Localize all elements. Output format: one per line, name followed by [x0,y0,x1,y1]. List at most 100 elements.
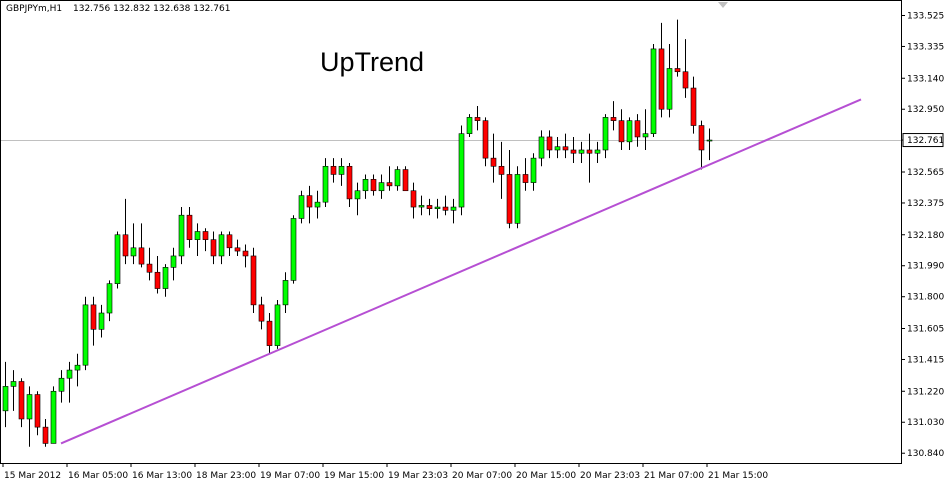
candle-body[interactable] [530,157,537,183]
candle-body[interactable] [26,394,33,420]
candle-body[interactable] [394,169,401,187]
candle-body[interactable] [226,234,233,249]
candle-body[interactable] [354,190,361,200]
candle-body[interactable] [474,117,481,121]
candle-body[interactable] [194,231,201,240]
candle-body[interactable] [402,169,409,192]
candle-body[interactable] [42,426,49,444]
candle-body[interactable] [298,195,305,219]
candle-body[interactable] [706,139,713,142]
candle-body[interactable] [442,206,449,211]
candle-body[interactable] [138,247,145,265]
candle-body[interactable] [658,48,665,110]
candle-body[interactable] [130,247,137,257]
y-tick-label: 132.950 [907,105,944,115]
y-tick-label: 131.030 [907,418,944,428]
candle-body[interactable] [450,206,457,211]
candle-body[interactable] [34,394,41,428]
x-tick-label: 16 Mar 13:00 [132,471,192,481]
scroll-marker-icon[interactable] [718,2,728,8]
uptrend-annotation: UpTrend [320,47,424,77]
candle-body[interactable] [490,157,497,167]
candle-body[interactable] [674,68,681,73]
candle-body[interactable] [266,320,273,346]
candle-body[interactable] [242,250,249,257]
candle-body[interactable] [666,68,673,110]
candle-body[interactable] [682,71,689,89]
candle-body[interactable] [114,234,121,284]
candle-body[interactable] [2,386,9,412]
candle-body[interactable] [258,304,265,322]
candle-body[interactable] [618,120,625,143]
candle-body[interactable] [98,312,105,330]
candle-body[interactable] [642,133,649,138]
candle-body[interactable] [514,174,521,224]
candle-body[interactable] [146,263,153,273]
plot-area[interactable] [0,0,902,464]
candle-body[interactable] [570,149,577,154]
candle-body[interactable] [290,218,297,281]
candle-body[interactable] [18,381,25,420]
candle-body[interactable] [418,205,425,208]
candle-body[interactable] [210,239,217,257]
candle-body[interactable] [458,133,465,208]
candle-body[interactable] [690,87,697,126]
candle-body[interactable] [546,136,553,151]
candle-body[interactable] [498,165,505,175]
candle-body[interactable] [74,364,81,371]
candle-body[interactable] [626,120,633,143]
candle-body[interactable] [578,149,585,154]
candle-body[interactable] [434,206,441,209]
candle-body[interactable] [90,304,97,330]
candle-body[interactable] [466,117,473,134]
candle-body[interactable] [274,304,281,346]
candle-body[interactable] [602,117,609,151]
candle-body[interactable] [554,146,561,151]
candle-body[interactable] [186,214,193,240]
candle-body[interactable] [650,48,657,134]
candle-body[interactable] [82,304,89,366]
candle-body[interactable] [522,174,529,183]
candle-body[interactable] [218,234,225,257]
candle-body[interactable] [122,234,129,257]
candle-body[interactable] [634,120,641,138]
x-tick-label: 16 Mar 05:00 [68,471,128,481]
candle-body[interactable] [426,205,433,209]
candle-body[interactable] [178,214,185,257]
candle-body[interactable] [106,283,113,314]
candle-body[interactable] [538,136,545,159]
candle-body[interactable] [10,381,17,387]
candle-body[interactable] [234,247,241,252]
y-tick-label: 132.375 [907,199,944,209]
candle-body[interactable] [610,117,617,121]
candle-body[interactable] [410,190,417,208]
candle-body[interactable] [154,271,161,289]
candle-body[interactable] [170,255,177,268]
candle-body[interactable] [250,255,257,306]
candle-body[interactable] [346,165,353,200]
uptrend-line[interactable] [60,98,862,445]
candle-body[interactable] [698,125,705,151]
candle-body[interactable] [282,280,289,306]
candle-body[interactable] [586,149,593,154]
candle-body[interactable] [322,165,329,203]
candle-body[interactable] [594,149,601,154]
candle-body[interactable] [362,179,369,192]
candle-body[interactable] [66,369,73,379]
candle-body[interactable] [482,120,489,159]
candle-body[interactable] [562,146,569,151]
candle-body[interactable] [314,201,321,208]
candle-body[interactable] [378,182,385,192]
candle-body[interactable] [338,165,345,175]
candle-body[interactable] [58,377,65,392]
candle-body[interactable] [50,390,57,444]
candle-body[interactable] [162,267,169,289]
candle-body[interactable] [370,179,377,192]
candle-body[interactable] [330,165,337,175]
candle-body[interactable] [202,231,209,240]
candle-body[interactable] [386,182,393,187]
candle-body[interactable] [306,195,313,208]
x-tick-label: 20 Mar 15:00 [516,471,576,481]
candle-body[interactable] [506,174,513,224]
